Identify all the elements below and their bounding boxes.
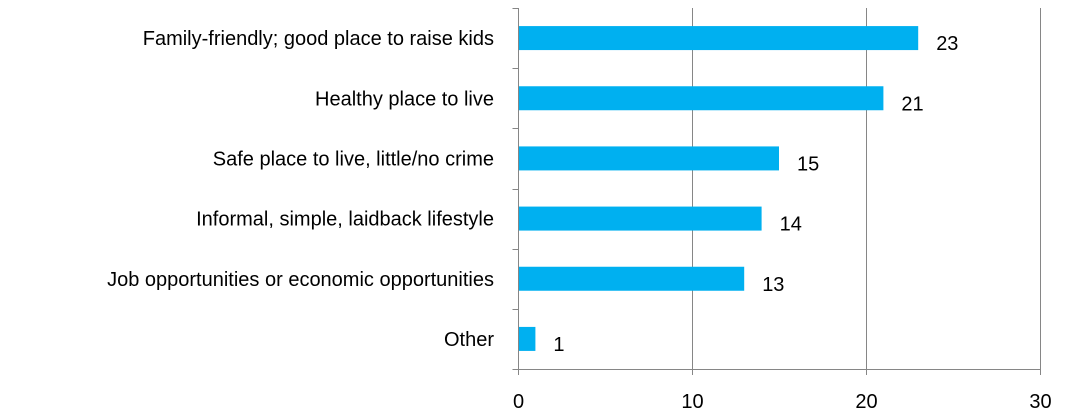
- value-label-5: 1: [553, 334, 564, 356]
- value-label-0: 23: [936, 33, 958, 55]
- labels: 0 10 20 30 Family-friendly; good place to ra…: [107, 28, 1052, 413]
- bar-4: [518, 266, 745, 291]
- x-tick-label-20: 20: [855, 391, 877, 413]
- category-label-3: Informal, simple, laidback lifestyle: [196, 209, 494, 231]
- category-label-2: Safe place to live, little/no crime: [213, 148, 494, 170]
- bar-2: [518, 146, 779, 171]
- bars: [518, 26, 919, 351]
- x-tick-label-30: 30: [1029, 391, 1051, 413]
- x-tick-label-10: 10: [681, 391, 703, 413]
- category-label-0: Family-friendly; good place to raise kid…: [143, 28, 494, 50]
- value-label-2: 15: [797, 153, 819, 175]
- bar-3: [518, 206, 762, 231]
- category-label-1: Healthy place to live: [315, 88, 494, 110]
- x-tick-label-0: 0: [513, 391, 524, 413]
- category-label-5: Other: [444, 329, 494, 351]
- value-label-3: 14: [780, 214, 802, 236]
- value-label-4: 13: [762, 274, 784, 296]
- category-label-4: Job opportunities or economic opportunit…: [107, 269, 494, 291]
- axes: [512, 8, 1041, 375]
- bar-1: [518, 86, 884, 111]
- bar-5: [518, 326, 536, 351]
- gridlines: [692, 8, 1041, 369]
- value-label-1: 21: [901, 93, 923, 115]
- bar-0: [518, 26, 919, 51]
